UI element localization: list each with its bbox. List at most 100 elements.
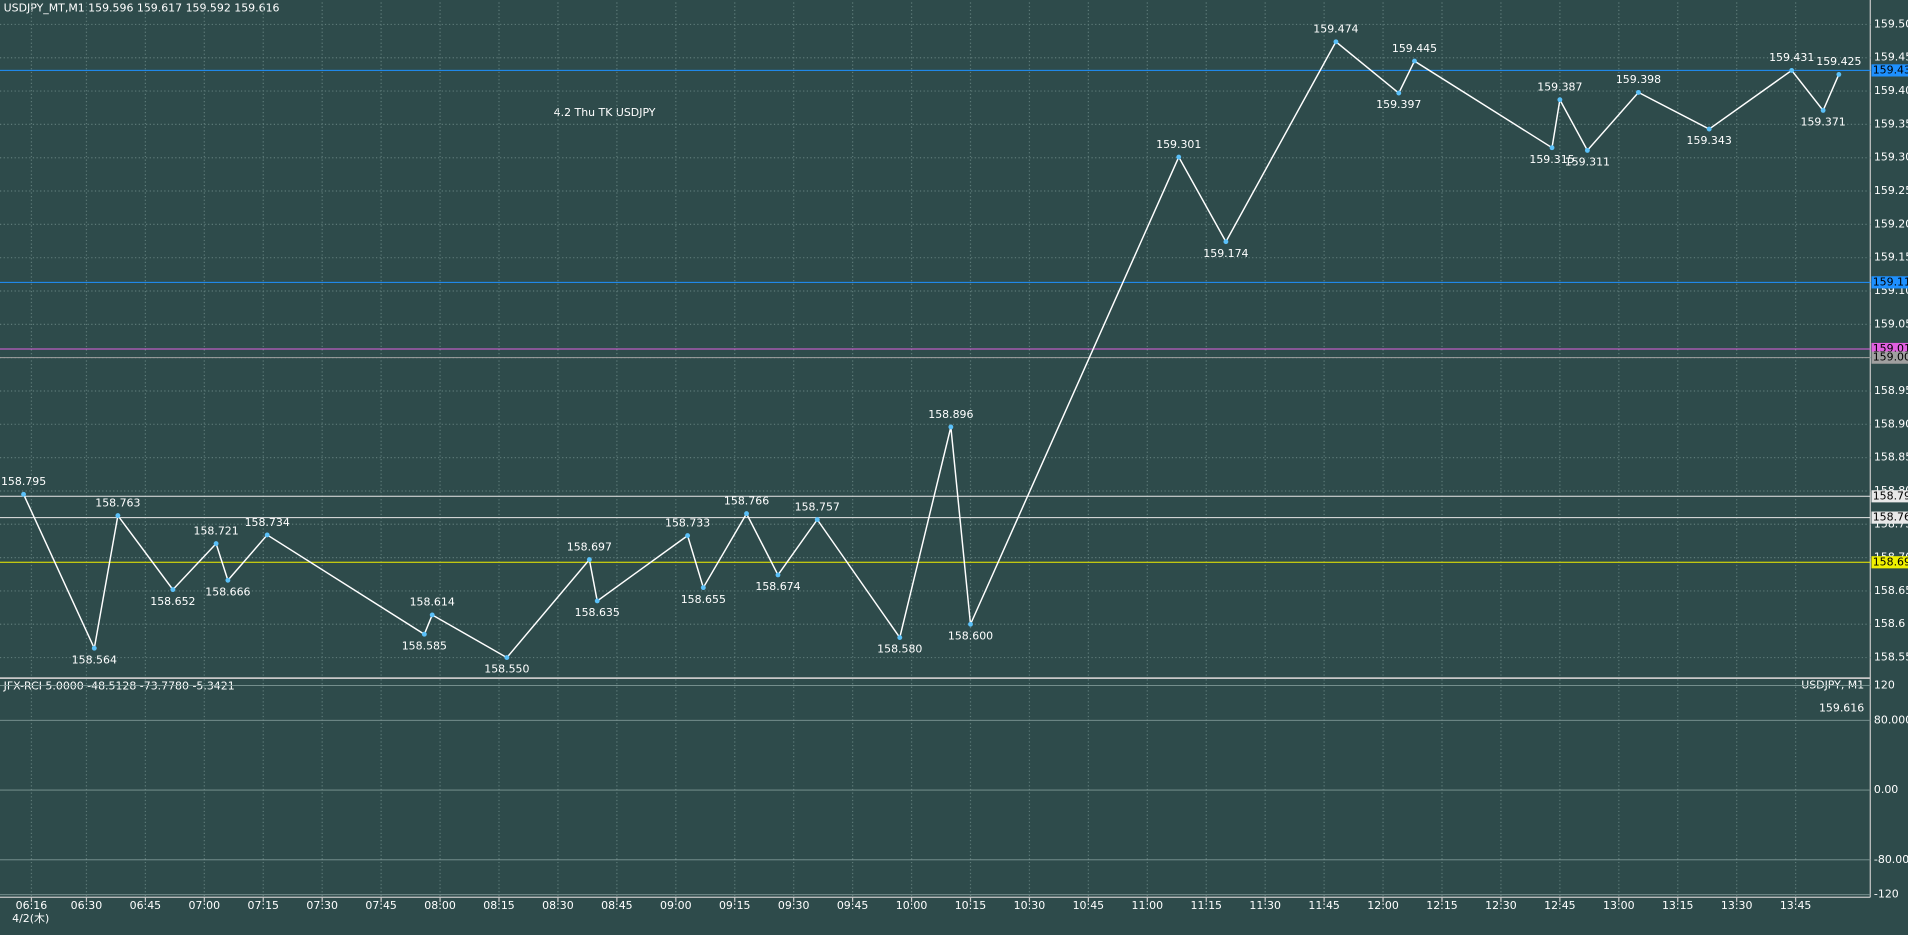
level-label: 158.760: [1873, 511, 1908, 524]
y-tick-label: -80.0000: [1874, 853, 1908, 866]
y-tick-label: 158.6: [1874, 617, 1905, 630]
price-point: [1549, 145, 1555, 151]
data-label: 158.763: [95, 496, 140, 509]
level-tag: [1871, 351, 1908, 364]
x-tick-label: 08:00: [424, 899, 456, 912]
y-tick-label: 0.00: [1874, 783, 1898, 796]
price-point: [115, 513, 121, 519]
price-point: [586, 557, 592, 563]
x-tick-label: 12:00: [1367, 899, 1399, 912]
y-tick-label: 158.850: [1874, 451, 1908, 464]
data-label: 159.174: [1203, 247, 1248, 260]
data-label: 158.580: [877, 643, 922, 656]
data-label: 159.397: [1376, 98, 1421, 111]
x-tick-label: 06:45: [130, 899, 162, 912]
price-point: [1333, 39, 1339, 45]
x-tick-label: 11:45: [1308, 899, 1340, 912]
x-tick-label: 09:00: [660, 899, 692, 912]
x-tick-label: 07:45: [365, 899, 397, 912]
x-tick-label: 07:00: [189, 899, 221, 912]
price-point: [968, 621, 973, 627]
x-tick-label: 12:15: [1426, 899, 1458, 912]
price-point: [1636, 89, 1641, 95]
price-point: [264, 532, 270, 538]
x-tick-label: 10:45: [1073, 899, 1105, 912]
x-tick-label: 07:30: [306, 899, 338, 912]
price-point: [685, 533, 691, 539]
level-tag: [1871, 64, 1908, 77]
y-tick-label: 159.200: [1874, 217, 1908, 230]
price-point: [1223, 239, 1229, 245]
data-label: 158.674: [755, 580, 800, 593]
data-label: 159.371: [1801, 116, 1846, 129]
y-tick-label: 159.150: [1874, 251, 1908, 264]
data-label: 159.315: [1529, 153, 1574, 166]
x-tick-label: 13:30: [1721, 899, 1753, 912]
price-point: [213, 541, 219, 547]
y-tick-label: 159.350: [1874, 117, 1908, 130]
price-point: [421, 631, 427, 637]
price-point: [21, 491, 27, 497]
price-point: [1820, 107, 1826, 113]
data-label: 159.301: [1156, 138, 1201, 151]
level-label: 159.000: [1873, 351, 1908, 364]
price-point: [1836, 71, 1842, 77]
price: 159.616: [1819, 702, 1864, 715]
data-label: 158.614: [410, 596, 455, 609]
price-point: [1412, 58, 1417, 64]
x-tick-label: 10:00: [896, 899, 928, 912]
price-point: [594, 598, 600, 604]
level-label: 159.113: [1873, 275, 1908, 288]
x-tick-label: 13:45: [1780, 899, 1812, 912]
x-tick-label: 07:15: [247, 899, 279, 912]
price-point: [1789, 67, 1795, 73]
price-point: [744, 511, 749, 517]
data-label: 159.431: [1769, 51, 1814, 64]
sub-header: JFX-RCI 5.0000 -48.5128 -73.7780 -5.3421: [3, 680, 235, 693]
level-label: 158.693: [1873, 555, 1908, 568]
x-tick-label: 10:15: [955, 899, 987, 912]
price-point: [1396, 90, 1402, 96]
x-tick-label: 12:45: [1544, 899, 1576, 912]
price-point: [170, 587, 176, 593]
data-label: 158.600: [948, 629, 993, 642]
data-label: 159.398: [1616, 73, 1661, 86]
level-tag: [1871, 511, 1908, 524]
y-tick-label: 159.450: [1874, 51, 1908, 64]
data-label: 158.697: [567, 540, 612, 553]
data-label: 158.666: [205, 585, 250, 598]
x-tick-label: 11:15: [1190, 899, 1222, 912]
y-tick-label: 159.050: [1874, 317, 1908, 330]
x-tick-label: 09:45: [837, 899, 869, 912]
chart-title: 4.2 Thu TK USDJPY: [554, 106, 656, 119]
x-tick-label: 13:15: [1662, 899, 1694, 912]
x-tick-label: 06:16: [16, 899, 48, 912]
x-tick-label: 06:30: [71, 899, 103, 912]
data-label: 158.734: [245, 516, 290, 529]
price-point: [700, 585, 706, 591]
y-tick-label: 159.500: [1874, 17, 1908, 30]
data-label: 158.721: [193, 524, 238, 537]
level-tag: [1871, 276, 1908, 289]
level-tag: [1871, 490, 1908, 503]
price-point: [1706, 126, 1712, 132]
y-tick-label: 158.550: [1874, 651, 1908, 664]
data-label: 158.896: [928, 408, 973, 421]
y-tick-label: -120: [1874, 888, 1899, 901]
price-point: [948, 424, 954, 430]
data-label: 158.655: [681, 593, 726, 606]
data-label: 158.733: [665, 516, 710, 529]
data-label: 159.343: [1687, 134, 1732, 147]
level-tag: [1871, 556, 1908, 569]
price-point: [91, 645, 97, 651]
data-label: 159.425: [1816, 55, 1861, 68]
y-tick-label: 158.950: [1874, 384, 1908, 397]
y-tick-label: 159.250: [1874, 184, 1908, 197]
data-label: 158.564: [72, 653, 117, 666]
x-tick-label: 11:30: [1249, 899, 1281, 912]
data-label: 159.387: [1537, 81, 1582, 94]
data-label: 158.766: [724, 494, 769, 507]
x-tick-label: 12:30: [1485, 899, 1517, 912]
